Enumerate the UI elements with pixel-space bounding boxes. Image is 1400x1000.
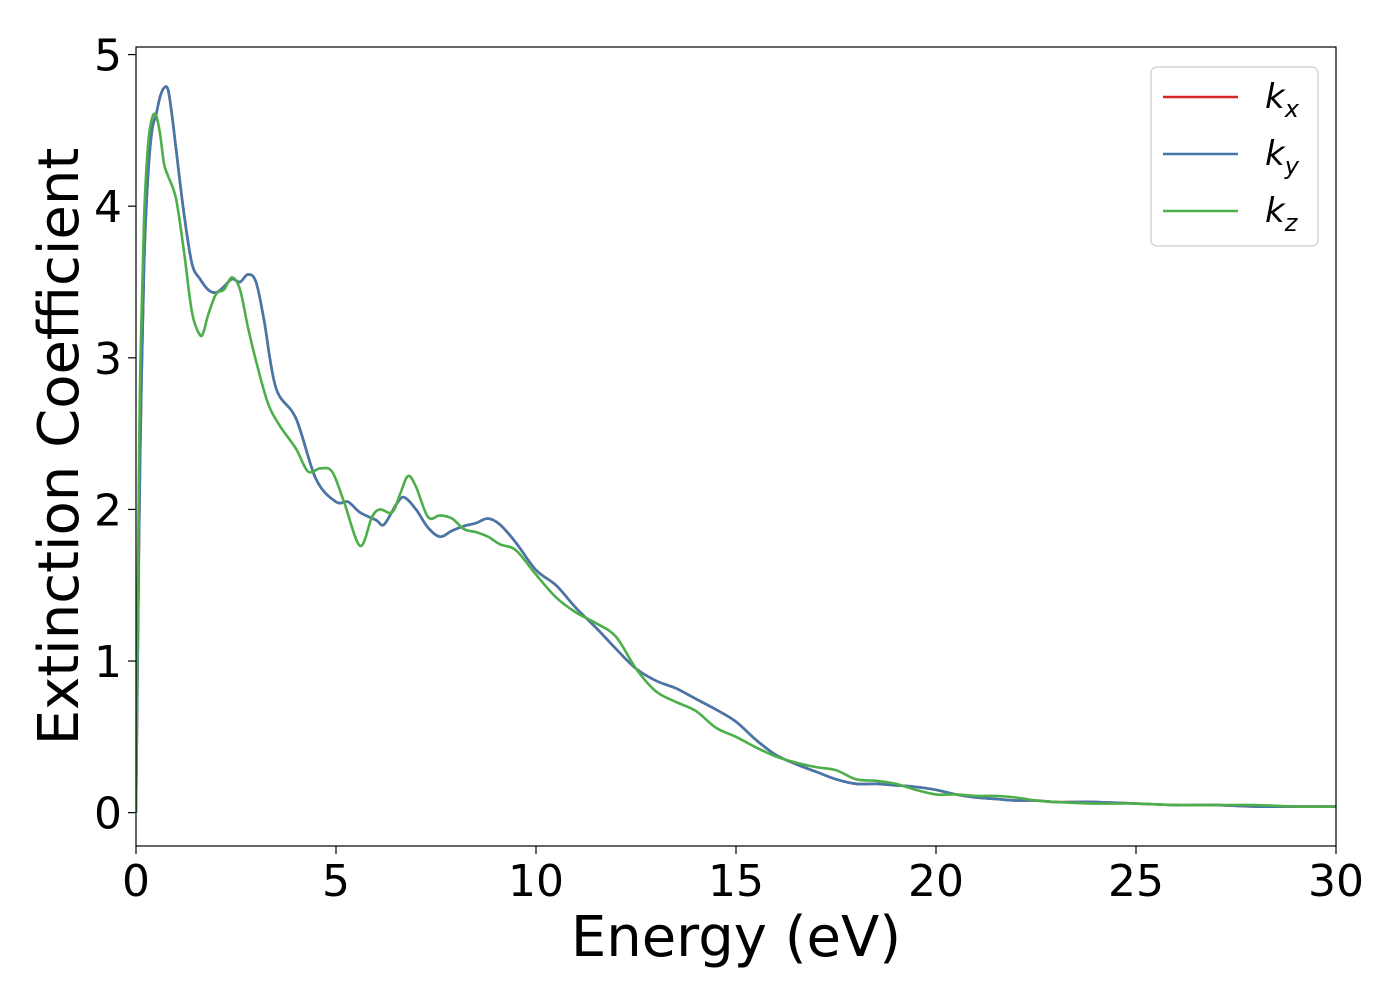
y-tick-label: 0: [94, 789, 122, 840]
x-tick-label: 25: [1108, 856, 1164, 907]
x-axis-ticks: 0 5 10 15 20 25 30: [122, 846, 1364, 907]
x-tick-label: 0: [122, 856, 150, 907]
legend-label-ky: ky: [1265, 134, 1300, 180]
y-tick-label: 4: [94, 182, 122, 233]
legend-label-kz: kz: [1265, 191, 1299, 237]
legend-label-main: k: [1265, 77, 1286, 117]
x-tick-label: 30: [1308, 856, 1364, 907]
legend-label-main: k: [1265, 134, 1286, 174]
legend-label-main: k: [1265, 191, 1286, 231]
x-tick-label: 15: [708, 856, 764, 907]
legend-label-subscript: x: [1284, 95, 1300, 123]
legend-label-kx: kx: [1265, 77, 1300, 123]
y-tick-label: 3: [94, 334, 122, 385]
legend-label-subscript: z: [1284, 209, 1299, 237]
x-tick-label: 10: [508, 856, 564, 907]
y-axis-label: Extinction Coefficient: [27, 148, 92, 746]
legend-box: [1150, 66, 1319, 247]
x-axis-label: Energy (eV): [571, 905, 901, 970]
y-tick-label: 1: [94, 637, 122, 688]
y-tick-label: 2: [94, 485, 122, 536]
y-axis-ticks: 0 1 2 3 4 5: [94, 31, 136, 840]
x-tick-label: 5: [322, 856, 350, 907]
series-layer: [136, 85, 1336, 813]
legend-label-subscript: y: [1284, 152, 1300, 180]
y-tick-label: 5: [94, 31, 122, 82]
x-tick-label: 20: [908, 856, 964, 907]
series-line-kz: [136, 112, 1336, 813]
